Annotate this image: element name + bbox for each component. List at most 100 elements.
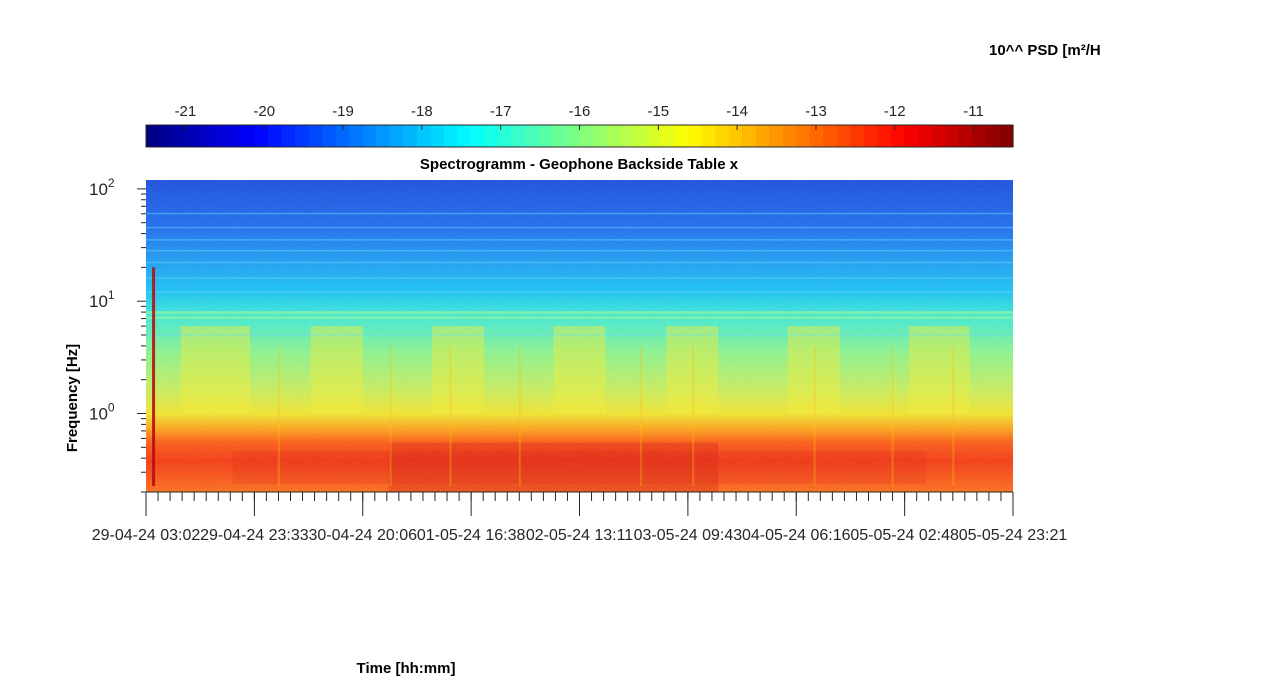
y-tick-label: 101 — [89, 288, 115, 311]
colorbar-segment — [742, 125, 757, 147]
x-axis-label: Time [hh:mm] — [357, 660, 456, 677]
x-tick-label: 03-05-24 09:43 — [634, 527, 743, 544]
colorbar-segment — [362, 125, 377, 147]
colorbar-segment — [769, 125, 784, 147]
colorbar-segment — [295, 125, 310, 147]
y-axis-label: Frequency [Hz] — [64, 344, 81, 452]
spectrogram-plot-area — [146, 180, 1013, 493]
x-tick-label: 30-04-24 20:06 — [308, 527, 417, 544]
colorbar-tick-label: -18 — [411, 103, 433, 120]
colorbar-segment — [335, 125, 350, 147]
colorbar-segment — [457, 125, 472, 147]
colorbar-segment — [403, 125, 418, 147]
colorbar-segment — [186, 125, 201, 147]
colorbar-segment — [538, 125, 554, 147]
colorbar-segment — [714, 125, 730, 147]
colorbar-ticks: -21 -20 -19 -18 -17 -16 -15 -14 -13 -12 -11 — [175, 103, 984, 130]
colorbar-tick-label: -14 — [726, 103, 748, 120]
colorbar-segment — [687, 125, 703, 147]
colorbar-segment — [728, 125, 743, 147]
x-tick-label: 01-05-24 16:38 — [417, 527, 526, 544]
colorbar-segment — [200, 125, 215, 147]
colorbar-segment — [633, 125, 648, 147]
colorbar-segment — [471, 125, 486, 147]
y-tick-label: 100 — [89, 401, 115, 424]
colorbar-segment — [308, 125, 323, 147]
colorbar-label: 10^^ PSD [m²/H — [989, 42, 1101, 59]
x-tick-label: 02-05-24 13:11 — [526, 527, 633, 544]
x-tick-label: 29-04-24 03:02 — [92, 527, 201, 544]
colorbar-segment — [322, 125, 337, 147]
colorbar-segment — [836, 125, 852, 147]
colorbar-segment — [430, 125, 445, 147]
colorbar-segment — [620, 125, 635, 147]
colorbar-segment — [796, 125, 811, 147]
x-tick-label: 05-05-24 23:21 — [959, 527, 1068, 544]
colorbar-segment — [877, 125, 892, 147]
colorbar-segment — [606, 125, 621, 147]
colorbar-segment — [498, 125, 513, 147]
colorbar-segment — [213, 125, 228, 147]
colorbar-segment — [931, 125, 946, 147]
x-tick-label: 29-04-24 23:33 — [200, 527, 309, 544]
colorbar-tick-label: -12 — [884, 103, 906, 120]
colorbar-segment — [985, 125, 1001, 147]
colorbar-segment — [701, 125, 716, 147]
colorbar-tick-label: -16 — [569, 103, 591, 120]
colorbar-segment — [525, 125, 540, 147]
colorbar-tick-label: -11 — [963, 103, 984, 120]
y-tick-exponent: 2 — [108, 176, 115, 190]
colorbar-segment — [647, 125, 662, 147]
colorbar-segment — [945, 125, 960, 147]
colorbar-segment — [511, 125, 526, 147]
colorbar-segment — [389, 125, 404, 147]
colorbar-segment — [958, 125, 973, 147]
colorbar-segment — [565, 125, 581, 147]
colorbar-segment — [904, 125, 919, 147]
spectrogram-heatmap — [146, 180, 1013, 492]
colorbar-segment — [863, 125, 879, 147]
colorbar — [146, 125, 1014, 147]
colorbar-segment — [972, 125, 987, 147]
colorbar-segment — [159, 125, 174, 147]
colorbar-segment — [891, 125, 906, 147]
colorbar-segment — [173, 125, 188, 147]
colorbar-tick-label: -15 — [647, 103, 669, 120]
colorbar-segment — [755, 125, 770, 147]
y-tick-exponent: 1 — [108, 288, 115, 302]
colorbar-segment — [484, 125, 499, 147]
colorbar-segment — [918, 125, 933, 147]
colorbar-tick-label: -19 — [332, 103, 354, 120]
colorbar-tick-label: -21 — [175, 103, 197, 120]
colorbar-segment — [254, 125, 269, 147]
x-axis: 29-04-24 03:02 29-04-24 23:33 30-04-24 20:… — [92, 492, 1068, 544]
colorbar-segment — [349, 125, 364, 147]
x-tick-label: 04-05-24 06:16 — [742, 527, 851, 544]
x-tick-label: 05-05-24 02:48 — [850, 527, 959, 544]
colorbar-tick-label: -13 — [805, 103, 827, 120]
colorbar-segment — [267, 125, 283, 147]
colorbar-segment — [376, 125, 391, 147]
colorbar-segment — [660, 125, 675, 147]
y-tick-label: 102 — [89, 176, 115, 199]
colorbar-segment — [552, 125, 567, 147]
colorbar-segment — [281, 125, 296, 147]
colorbar-segment — [444, 125, 459, 147]
colorbar-segment — [823, 125, 838, 147]
colorbar-segment — [593, 125, 608, 147]
colorbar-tick-label: -20 — [253, 103, 275, 120]
colorbar-segment — [809, 125, 824, 147]
colorbar-segment — [850, 125, 865, 147]
colorbar-segment — [240, 125, 255, 147]
colorbar-segment — [782, 125, 797, 147]
colorbar-segment — [999, 125, 1014, 147]
colorbar-tick-label: -17 — [490, 103, 512, 120]
colorbar-segment — [579, 125, 594, 147]
y-tick-exponent: 0 — [108, 401, 115, 415]
colorbar-segment — [227, 125, 242, 147]
chart-title: Spectrogramm - Geophone Backside Table x — [420, 156, 739, 173]
colorbar-segment — [416, 125, 432, 147]
colorbar-segment — [674, 125, 689, 147]
